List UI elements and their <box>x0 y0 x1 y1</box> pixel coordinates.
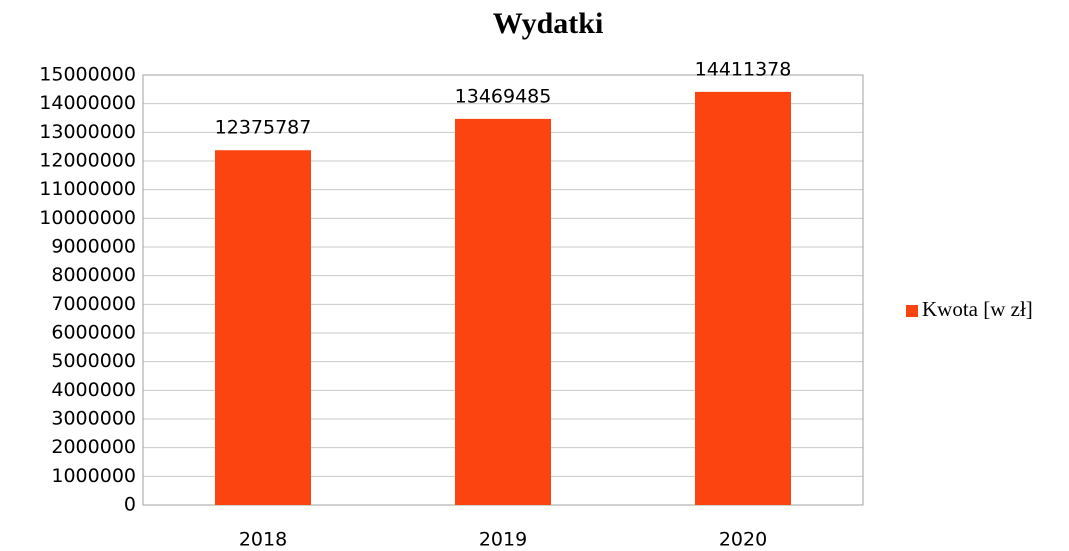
x-tick-label: 2019 <box>479 529 527 551</box>
x-tick-label: 2018 <box>239 529 287 551</box>
y-tick-label: 0 <box>124 494 136 516</box>
y-tick-label: 2000000 <box>51 436 136 458</box>
y-tick-label: 5000000 <box>51 350 136 372</box>
bar <box>695 91 791 505</box>
y-tick-label: 11000000 <box>39 178 136 200</box>
y-tick-label: 6000000 <box>51 322 136 344</box>
y-tick-label: 14000000 <box>39 92 136 114</box>
bar <box>455 118 551 506</box>
data-label: 14411378 <box>695 58 792 80</box>
x-tick-label: 2020 <box>719 529 767 551</box>
y-tick-label: 8000000 <box>51 264 136 286</box>
chart-title: Wydatki <box>493 7 604 40</box>
y-tick-label: 15000000 <box>39 64 136 86</box>
y-tick-label: 10000000 <box>39 207 136 229</box>
y-tick-label: 4000000 <box>51 379 136 401</box>
y-tick-label: 9000000 <box>51 236 136 258</box>
data-label: 12375787 <box>215 117 312 139</box>
y-tick-label: 3000000 <box>51 408 136 430</box>
legend-label: Kwota [w zł] <box>922 297 1033 321</box>
y-tick-label: 1000000 <box>51 465 136 487</box>
data-label: 13469485 <box>455 85 552 107</box>
bar <box>215 150 311 506</box>
y-tick-label: 12000000 <box>39 150 136 172</box>
y-tick-label: 13000000 <box>39 121 136 143</box>
y-tick-label: 7000000 <box>51 293 136 315</box>
legend-swatch <box>906 305 918 317</box>
